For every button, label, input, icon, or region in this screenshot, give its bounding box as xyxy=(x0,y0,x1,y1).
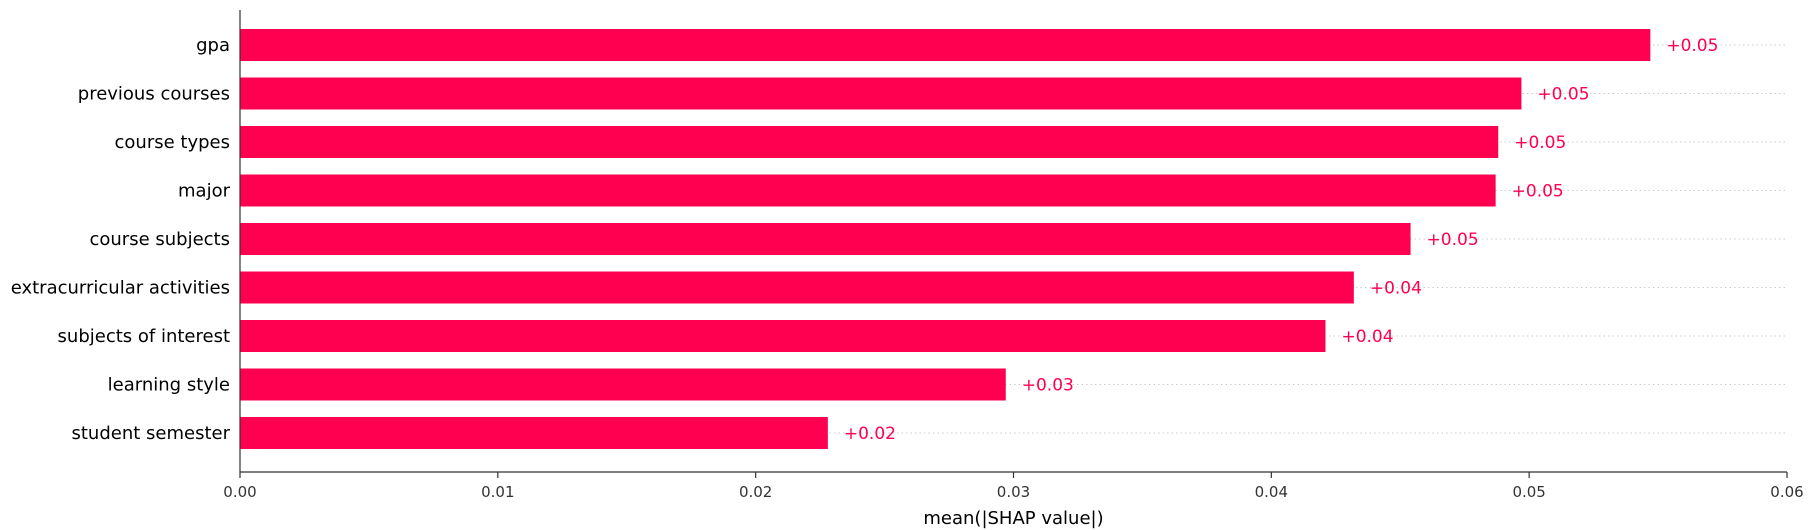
category-labels: gpa previous courses course types major cour… xyxy=(11,35,231,444)
bar xyxy=(240,77,1522,110)
value-label: +0.05 xyxy=(1666,36,1718,56)
x-tick-label: 0.06 xyxy=(1770,483,1803,501)
category-label: student semester xyxy=(71,423,230,444)
bar xyxy=(240,174,1496,207)
bar xyxy=(240,368,1006,401)
value-label: +0.05 xyxy=(1537,85,1589,105)
value-label: +0.05 xyxy=(1427,230,1479,250)
value-label: +0.03 xyxy=(1022,376,1074,396)
value-label: +0.04 xyxy=(1370,279,1422,299)
category-label: course types xyxy=(115,132,230,153)
bar xyxy=(240,29,1651,61)
bar xyxy=(240,271,1354,304)
x-tick-label: 0.01 xyxy=(481,483,514,501)
x-tick-label: 0.02 xyxy=(739,483,772,501)
x-tick-label: 0.05 xyxy=(1512,483,1545,501)
category-label: extracurricular activities xyxy=(11,278,230,299)
bars xyxy=(240,29,1651,449)
bar xyxy=(240,126,1499,158)
category-label: course subjects xyxy=(89,229,230,250)
bar xyxy=(240,417,828,449)
bar xyxy=(240,320,1326,352)
category-label: subjects of interest xyxy=(58,326,230,347)
category-label: previous courses xyxy=(78,84,230,105)
x-axis-ticks: 0.00 0.01 0.02 0.03 0.04 0.05 0.06 xyxy=(223,472,1804,501)
value-label: +0.05 xyxy=(1514,133,1566,153)
category-label: gpa xyxy=(196,35,230,56)
bar xyxy=(240,223,1411,255)
value-label: +0.02 xyxy=(844,424,896,444)
value-labels: +0.05 +0.05 +0.05 +0.05 +0.05 +0.04 +0.04 +0.03… xyxy=(844,36,1719,444)
x-axis-title: mean(|SHAP value|) xyxy=(923,508,1103,529)
value-label: +0.04 xyxy=(1341,327,1393,347)
x-tick-label: 0.04 xyxy=(1255,483,1288,501)
x-tick-label: 0.03 xyxy=(997,483,1030,501)
x-tick-label: 0.00 xyxy=(223,483,256,501)
value-label: +0.05 xyxy=(1512,182,1564,202)
category-label: learning style xyxy=(108,375,230,396)
category-label: major xyxy=(178,181,231,202)
